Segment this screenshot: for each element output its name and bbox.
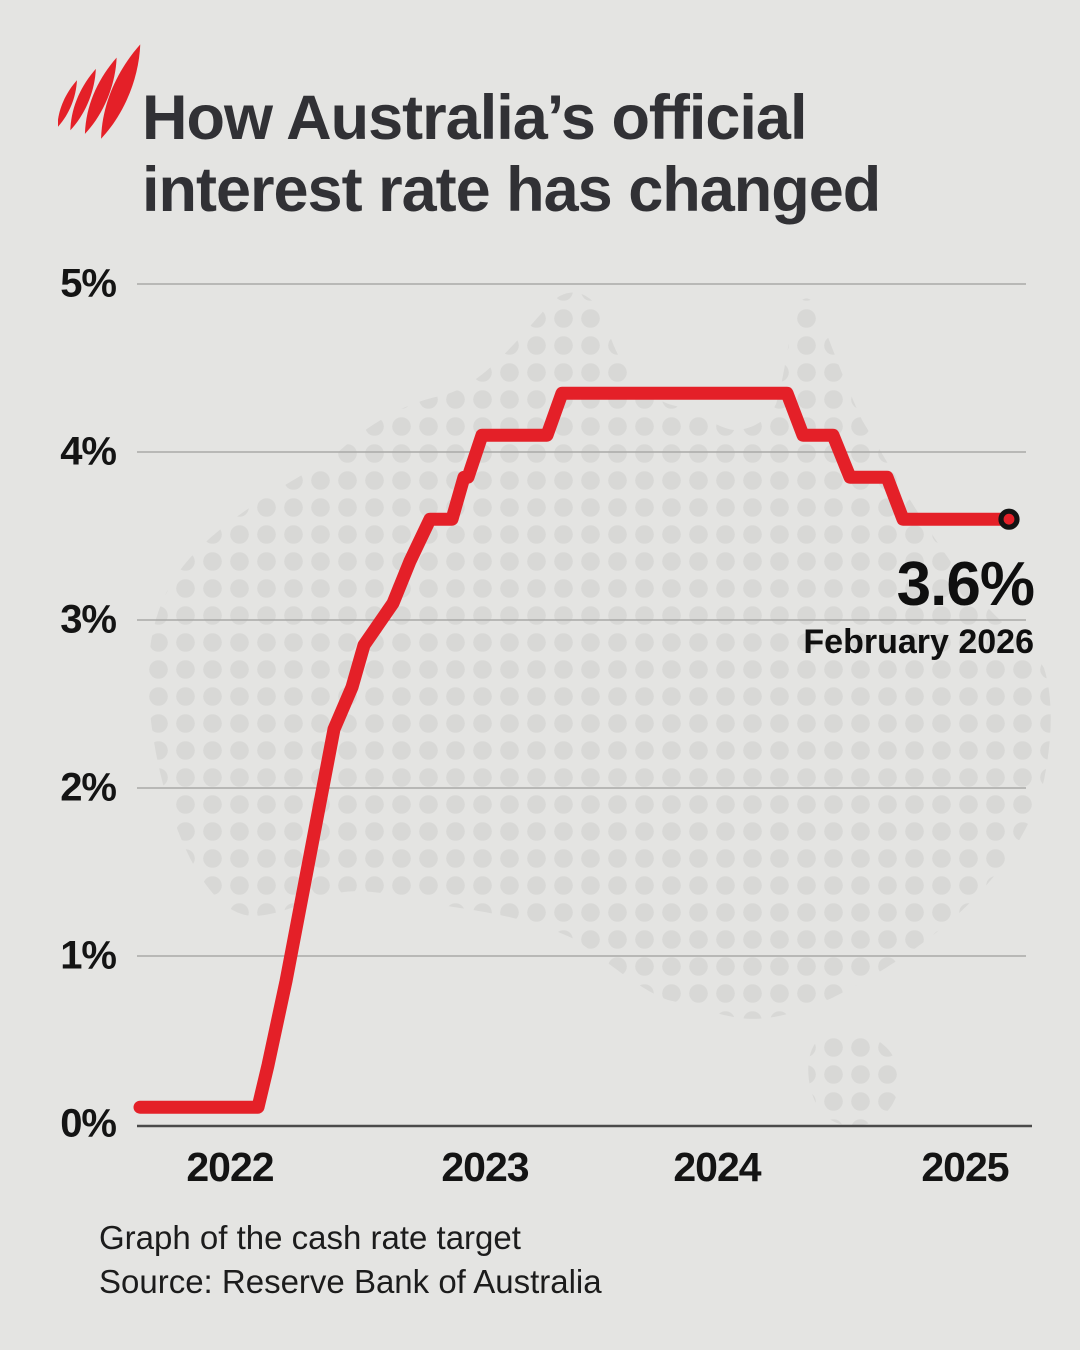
latest-point-marker <box>998 508 1020 530</box>
latest-rate-annotation: 3.6% February 2026 <box>803 550 1035 662</box>
xtick-2023: 2023 <box>441 1144 529 1190</box>
ytick-2%: 2% <box>60 765 117 810</box>
ytick-0%: 0% <box>60 1101 117 1146</box>
xtick-2025: 2025 <box>921 1144 1009 1190</box>
ytick-4%: 4% <box>60 429 117 474</box>
ytick-1%: 1% <box>60 933 117 978</box>
cash-rate-line <box>133 386 1016 1114</box>
caption-description: Graph of the cash rate target <box>99 1219 521 1256</box>
ytick-3%: 3% <box>60 597 117 642</box>
chart-captions: Graph of the cash rate target Source: Re… <box>99 1216 602 1304</box>
latest-rate-date: February 2026 <box>803 623 1034 661</box>
xtick-2022: 2022 <box>186 1144 274 1190</box>
xtick-2024: 2024 <box>673 1144 761 1190</box>
latest-rate-value: 3.6% <box>896 550 1035 619</box>
title-line-2: interest rate has changed <box>142 155 881 226</box>
page-title: How Australia’s official interest rate h… <box>142 82 1042 226</box>
sbs-logo-icon <box>58 44 141 139</box>
caption-source: Source: Reserve Bank of Australia <box>99 1263 602 1300</box>
ytick-5%: 5% <box>60 261 117 306</box>
title-line-1: How Australia’s official <box>142 83 807 154</box>
